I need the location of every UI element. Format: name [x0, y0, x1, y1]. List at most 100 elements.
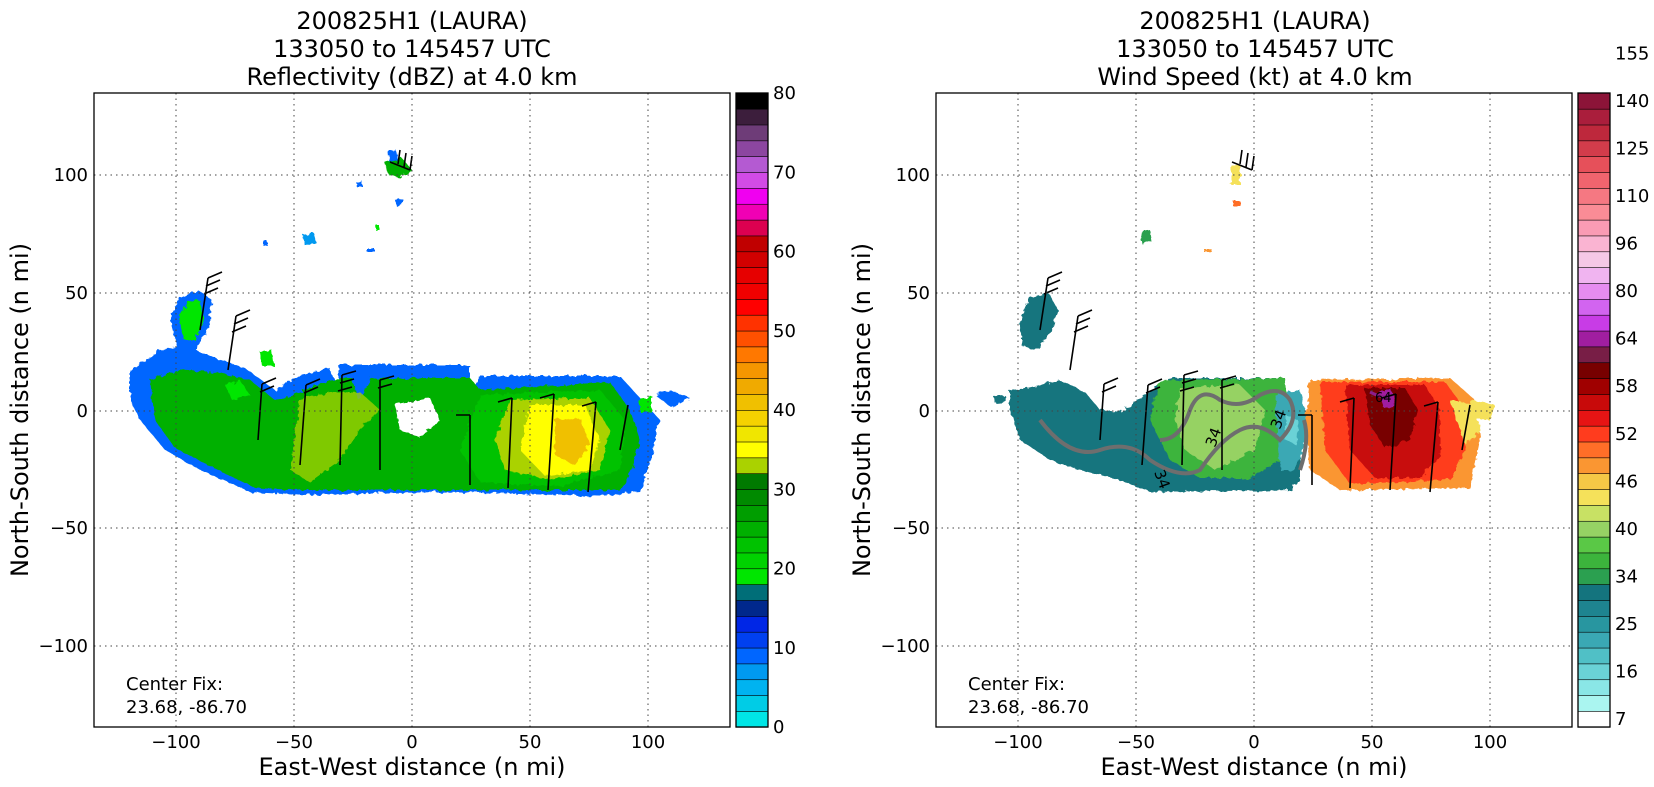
- wind-y-tick-label: 50: [907, 283, 930, 304]
- wind-contour-label: 34: [1202, 425, 1225, 449]
- wind-x-tick-label: 50: [1361, 732, 1384, 753]
- colorbar-tick-label: 110: [1615, 186, 1649, 207]
- colorbar-swatch: [1577, 393, 1611, 411]
- colorbar-swatch: [735, 251, 769, 268]
- reflectivity-title-line-1: 200825H1 (LAURA): [296, 7, 527, 35]
- colorbar-tick-label: 25: [1615, 614, 1638, 635]
- reflectivity-plot-area: −100 −50 0 50 100 100 50 0 −50 −100 Cent…: [39, 92, 731, 753]
- colorbar-swatch: [735, 679, 769, 696]
- colorbar-swatch: [1577, 409, 1611, 427]
- colorbar-swatch: [1577, 615, 1611, 633]
- colorbar-swatch: [1577, 599, 1611, 617]
- colorbar-tick-label: 58: [1615, 376, 1638, 397]
- colorbar-swatch: [735, 156, 769, 173]
- colorbar-tick-label: 7: [1615, 709, 1626, 730]
- colorbar-swatch: [1577, 251, 1611, 268]
- colorbar-swatch: [735, 568, 769, 585]
- colorbar-swatch: [1577, 425, 1611, 443]
- wind-y-axis-label: North-South distance (n mi): [848, 243, 876, 577]
- colorbar-tick-label: 40: [1615, 519, 1638, 540]
- reflectivity-colorbar-frame: [735, 92, 769, 728]
- colorbar-swatch: [1577, 187, 1611, 205]
- reflectivity-x-tick-label: 0: [406, 732, 417, 753]
- wind-speed-field: [994, 165, 1495, 492]
- colorbar-swatch: [1577, 330, 1611, 348]
- colorbar-swatch: [735, 393, 769, 411]
- reflectivity-y-tick-label: 0: [77, 401, 88, 422]
- wind-title-line-2: 133050 to 145457 UTC: [1116, 35, 1394, 63]
- wind-contour-label: 34: [1267, 407, 1290, 431]
- colorbar-tick-label: 34: [1615, 566, 1638, 587]
- wind-y-tick-label: −50: [892, 518, 930, 539]
- reflectivity-y-axis-label: North-South distance (n mi): [6, 243, 34, 577]
- colorbar-swatch: [735, 203, 769, 221]
- colorbar-swatch: [1577, 362, 1611, 379]
- colorbar-swatch: [1577, 314, 1611, 332]
- wind-contours: 34 34 34 64: [1038, 389, 1393, 491]
- colorbar-swatch: [735, 647, 769, 665]
- reflectivity-title-line-2: 133050 to 145457 UTC: [273, 35, 551, 63]
- colorbar-swatch: [735, 124, 769, 142]
- colorbar-swatch: [1577, 536, 1611, 554]
- colorbar-swatch: [1577, 473, 1611, 490]
- reflectivity-y-tick-label: 100: [54, 165, 88, 186]
- reflectivity-center-fix-value: 23.68, -86.70: [126, 697, 247, 718]
- colorbar-tick-label: 0: [773, 717, 784, 738]
- wind-x-tick-label: 100: [1473, 732, 1507, 753]
- colorbar-swatch: [1577, 552, 1611, 570]
- reflectivity-x-tick-label: 100: [631, 732, 665, 753]
- colorbar-swatch: [1577, 694, 1611, 712]
- reflectivity-panel: 200825H1 (LAURA) 133050 to 145457 UTC Re…: [6, 7, 796, 781]
- colorbar-swatch: [735, 615, 769, 633]
- colorbar-swatch: [1577, 520, 1611, 538]
- reflectivity-title-line-3: Reflectivity (dBZ) at 4.0 km: [247, 63, 578, 91]
- colorbar-swatch: [735, 425, 769, 443]
- wind-plot-area: 34 34 34 64: [881, 92, 1573, 753]
- wind-contour-label: 34: [1150, 467, 1173, 491]
- colorbar-swatch: [735, 536, 769, 554]
- colorbar-swatch: [735, 171, 769, 189]
- colorbar-swatch: [735, 599, 769, 617]
- reflectivity-wind-barbs: [199, 149, 629, 493]
- wind-colorbar-frame: [1577, 92, 1611, 728]
- colorbar-swatch: [1577, 488, 1611, 506]
- colorbar-tick-label: 16: [1615, 662, 1638, 683]
- colorbar-tick-label: 30: [773, 479, 796, 500]
- colorbar-swatch: [1577, 298, 1611, 316]
- colorbar-swatch: [735, 235, 769, 253]
- colorbar-swatch: [735, 140, 769, 158]
- colorbar-swatch: [1577, 124, 1611, 142]
- colorbar-swatch: [1577, 504, 1611, 522]
- colorbar-swatch: [1577, 203, 1611, 221]
- colorbar-swatch: [735, 520, 769, 538]
- colorbar-swatch: [735, 187, 769, 205]
- colorbar-swatch: [735, 108, 769, 126]
- reflectivity-colorbar-swatches: [735, 92, 769, 728]
- reflectivity-y-tick-label: −50: [50, 518, 88, 539]
- wind-title-line-1: 200825H1 (LAURA): [1139, 7, 1370, 35]
- reflectivity-x-tick-label: −50: [275, 732, 313, 753]
- colorbar-swatch: [1577, 679, 1611, 696]
- colorbar-swatch: [1577, 156, 1611, 173]
- colorbar-swatch: [735, 92, 769, 110]
- reflectivity-plot-frame: [93, 92, 731, 728]
- colorbar-swatch: [735, 409, 769, 427]
- wind-center-fix-label: Center Fix:: [968, 674, 1065, 695]
- wind-contour-label: 64: [1375, 391, 1392, 406]
- wind-colorbar: 7 16 25 34 40 46 52 58 64 80 96 110 125 140 155: [1577, 43, 1649, 730]
- colorbar-swatch: [1577, 108, 1611, 126]
- colorbar-tick-label: 70: [773, 162, 796, 183]
- colorbar-tick-label: 80: [1615, 281, 1638, 302]
- colorbar-tick-label: 155: [1615, 43, 1649, 64]
- colorbar-swatch: [735, 710, 769, 728]
- reflectivity-center-fix-label: Center Fix:: [126, 674, 223, 695]
- wind-y-tick-label: 100: [896, 165, 930, 186]
- colorbar-swatch: [1577, 568, 1611, 585]
- colorbar-swatch: [1577, 631, 1611, 649]
- colorbar-swatch: [735, 552, 769, 570]
- colorbar-swatch: [735, 631, 769, 649]
- colorbar-tick-label: 20: [773, 559, 796, 580]
- wind-colorbar-ticks: 7 16 25 34 40 46 52 58 64 80 96 110 125 140 155: [1615, 43, 1649, 730]
- colorbar-swatch: [1577, 267, 1611, 284]
- colorbar-swatch: [735, 282, 769, 300]
